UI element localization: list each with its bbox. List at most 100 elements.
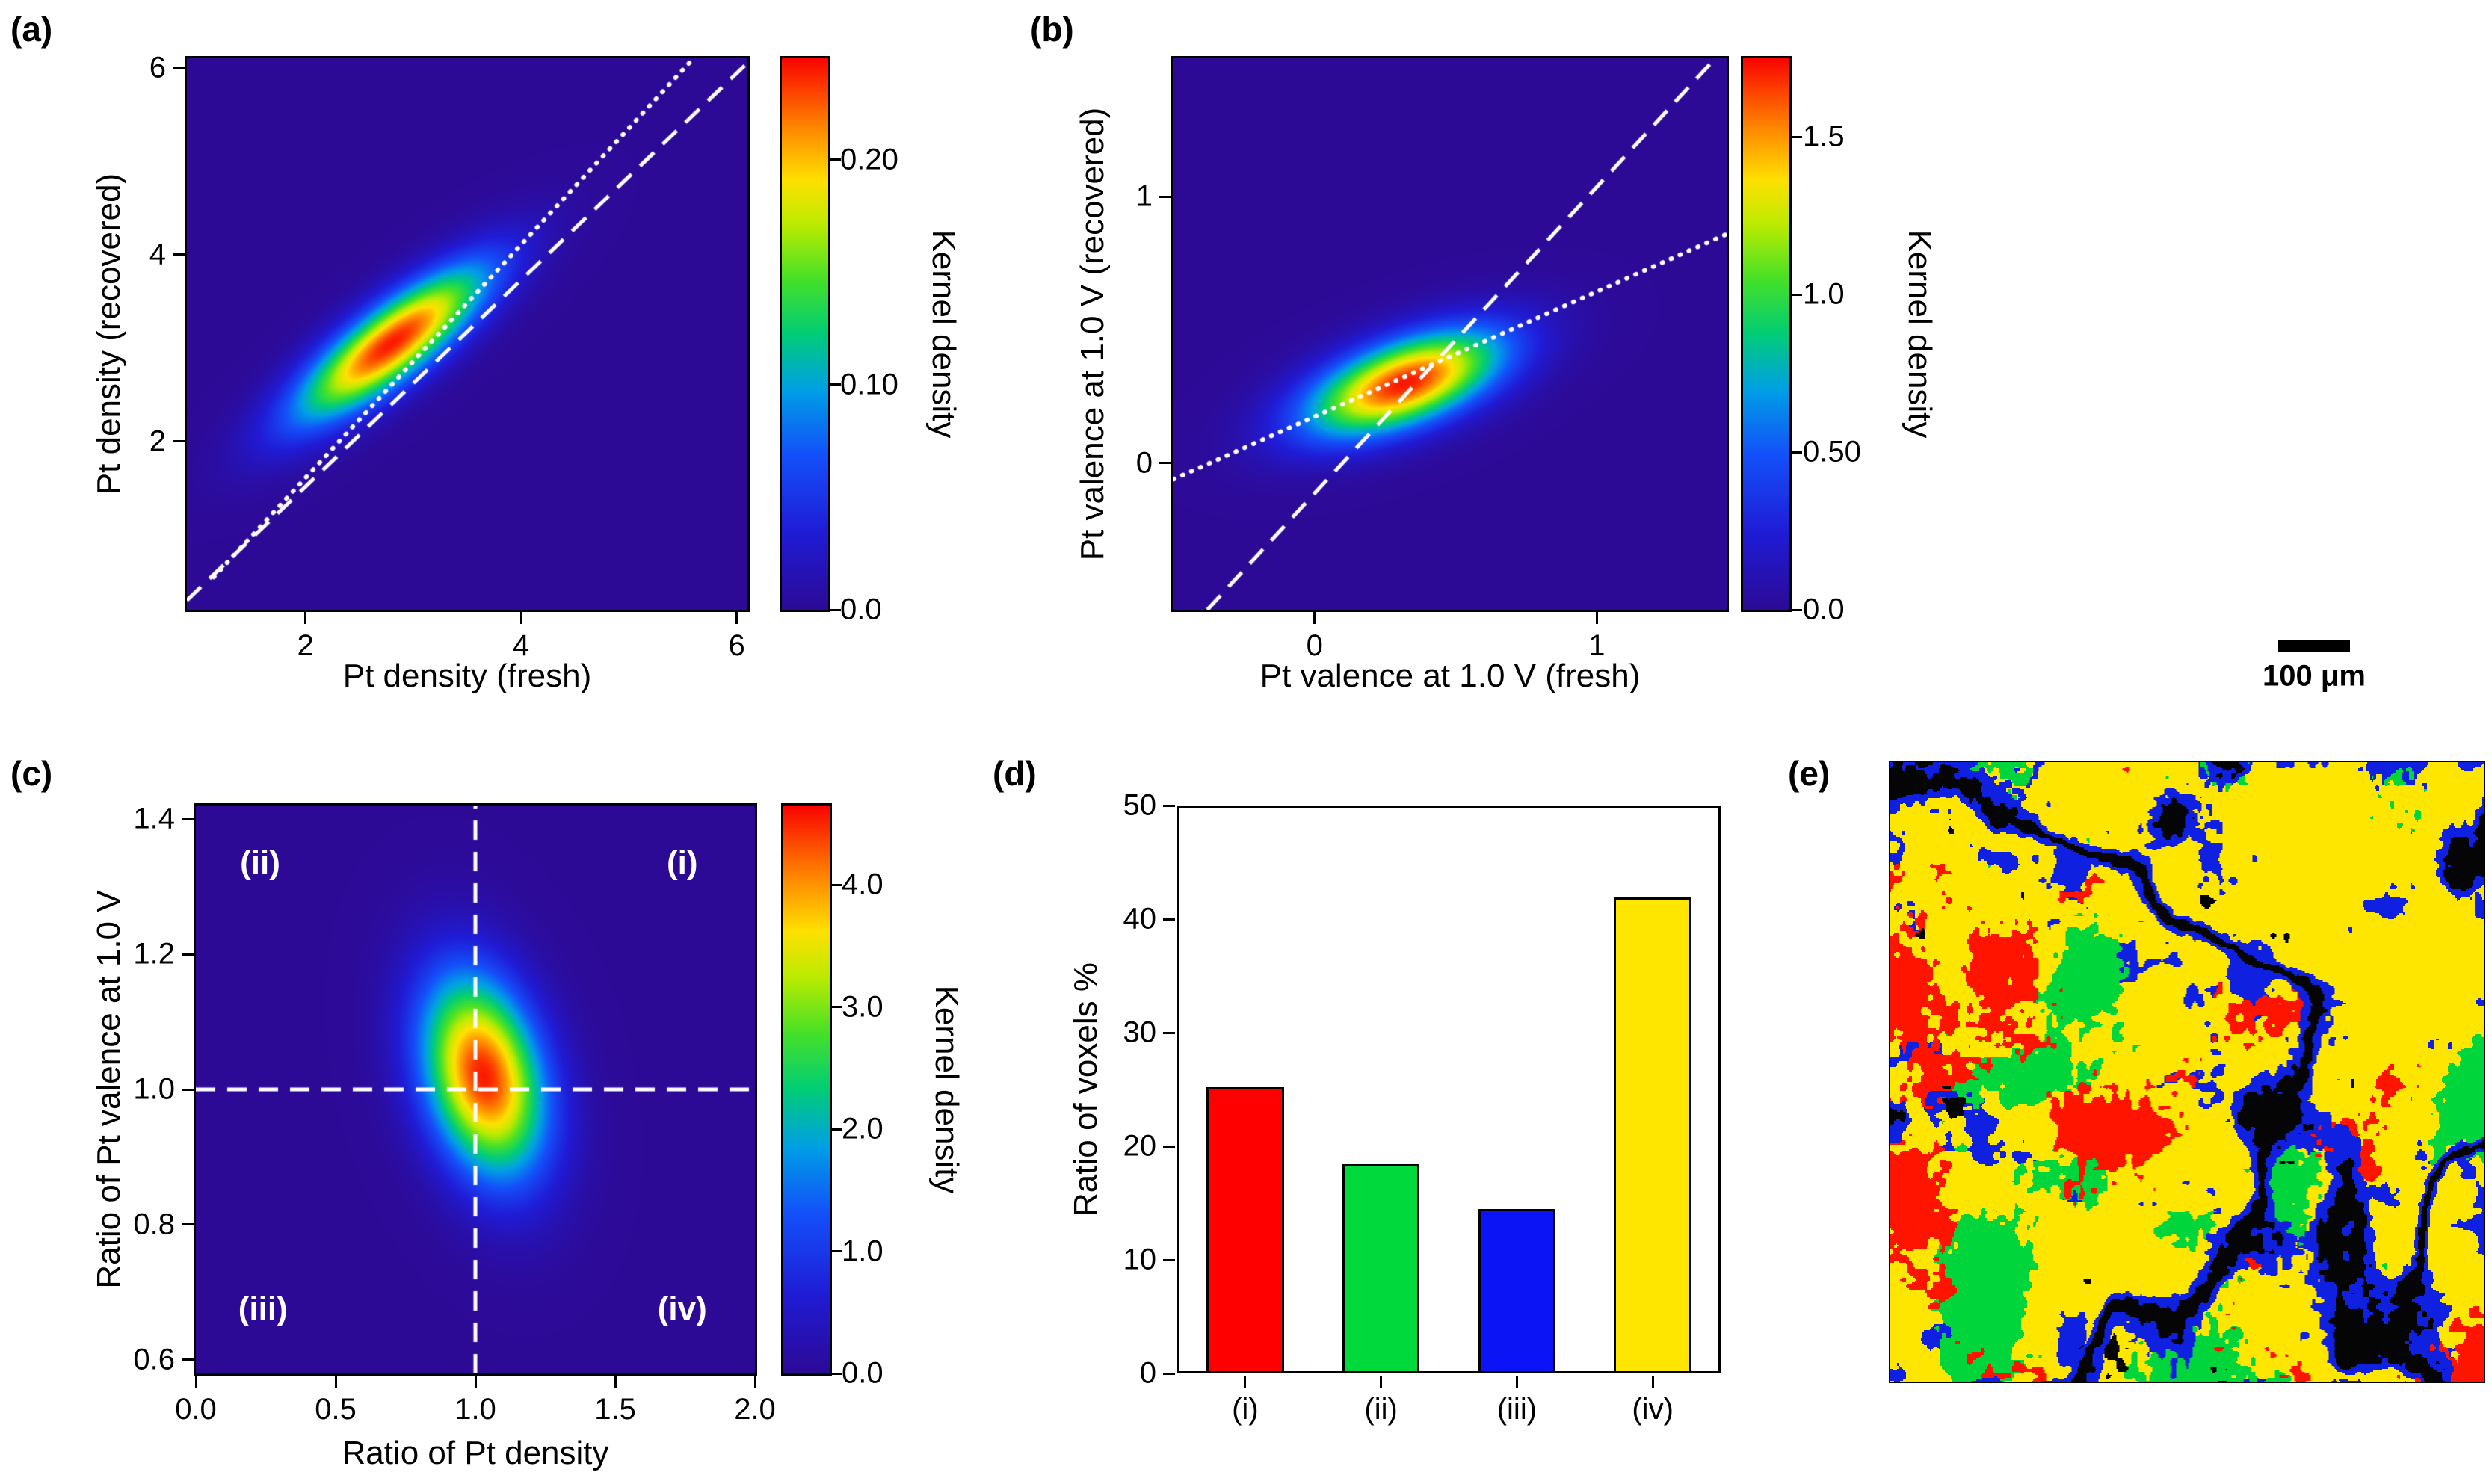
x-tick bbox=[194, 1376, 197, 1388]
scale-bar-label: 100 μm bbox=[2263, 659, 2366, 693]
y-tick-label: 0 bbox=[1135, 446, 1153, 480]
colorbar-tick-label: 0.0 bbox=[840, 593, 882, 626]
quadrant-label-iii: (iii) bbox=[238, 1290, 288, 1328]
bar-(ii) bbox=[1342, 1164, 1420, 1373]
x-tick-label: 4 bbox=[512, 629, 530, 662]
y-axis-label-d: Ratio of voxels % bbox=[1067, 962, 1104, 1216]
colorbar-tick-label: 1.0 bbox=[1803, 277, 1845, 311]
x-tick-label: (i) bbox=[1232, 1393, 1259, 1426]
colorbar-tick bbox=[830, 608, 841, 611]
y-tick-label: 1 bbox=[1135, 179, 1153, 213]
y-tick-label: 0.8 bbox=[133, 1208, 175, 1241]
colorbar-tick-label: 2.0 bbox=[842, 1112, 883, 1146]
y-tick-label: 1.2 bbox=[133, 937, 175, 971]
panel-e: (e) bbox=[1764, 747, 2492, 1484]
colorbar-label-a: Kernel density bbox=[925, 229, 962, 439]
panel-b: (b) Pt valence at 1.0 V (recovered) Pt v… bbox=[998, 0, 1996, 743]
colorbar-tick bbox=[832, 1250, 842, 1253]
x-tick bbox=[753, 1376, 756, 1388]
y-tick bbox=[1159, 195, 1171, 198]
y-tick-label: 1.4 bbox=[133, 802, 175, 835]
kde-heatmap-c bbox=[194, 803, 757, 1376]
colorbar-c bbox=[781, 803, 832, 1376]
panel-a: (a) Pt density (recovered) Pt density (f… bbox=[0, 0, 998, 743]
y-tick-label: 0 bbox=[1139, 1356, 1156, 1390]
y-tick bbox=[182, 1088, 194, 1091]
y-tick bbox=[1163, 1372, 1175, 1375]
kde-heatmap-b bbox=[1171, 56, 1729, 612]
colorbar-tick-label: 4.0 bbox=[842, 868, 883, 901]
bar-(iv) bbox=[1614, 897, 1691, 1373]
colorbar-tick-label: 0.20 bbox=[840, 143, 898, 176]
y-tick bbox=[182, 817, 194, 820]
colorbar-tick bbox=[832, 1372, 842, 1375]
colorbar-tick-label: 0.50 bbox=[1803, 435, 1861, 469]
colorbar-tick-label: 3.0 bbox=[842, 990, 883, 1024]
bar-(iii) bbox=[1478, 1208, 1556, 1373]
colorbar-tick bbox=[830, 158, 841, 161]
y-tick bbox=[1163, 1258, 1175, 1261]
x-tick-label: (iv) bbox=[1632, 1393, 1674, 1426]
y-axis-label-a: Pt density (recovered) bbox=[90, 173, 127, 495]
y-tick-label: 20 bbox=[1123, 1129, 1157, 1163]
kde-heatmap-a bbox=[185, 56, 750, 612]
y-tick-label: 2 bbox=[149, 424, 166, 458]
x-axis-label-a: Pt density (fresh) bbox=[342, 658, 592, 694]
y-tick-label: 50 bbox=[1123, 788, 1157, 822]
colorbar-tick bbox=[832, 1006, 842, 1009]
quadrant-label-iv: (iv) bbox=[657, 1290, 707, 1328]
x-tick bbox=[614, 1376, 617, 1388]
panel-label-a: (a) bbox=[10, 10, 53, 49]
quadrant-label-i: (i) bbox=[666, 844, 698, 881]
y-tick bbox=[173, 67, 185, 69]
y-tick bbox=[1163, 804, 1175, 807]
panel-c: (c) Ratio of Pt valence at 1.0 V Ratio o… bbox=[0, 747, 998, 1484]
y-tick-label: 40 bbox=[1123, 902, 1157, 936]
x-tick bbox=[1515, 1376, 1518, 1388]
colorbar-b bbox=[1741, 56, 1792, 612]
x-tick bbox=[304, 612, 307, 624]
panel-label-b: (b) bbox=[1030, 10, 1074, 49]
colorbar-label-b: Kernel density bbox=[1902, 229, 1938, 439]
colorbar-tick-label: 1.5 bbox=[1803, 120, 1845, 153]
colorbar-tick bbox=[830, 383, 841, 386]
y-tick bbox=[1163, 1031, 1175, 1034]
colorbar-tick bbox=[1792, 293, 1802, 296]
x-axis-label-c: Ratio of Pt density bbox=[342, 1435, 609, 1471]
colorbar-tick-label: 0.0 bbox=[1803, 593, 1845, 626]
y-tick-label: 30 bbox=[1123, 1015, 1157, 1049]
x-tick-label: 0.5 bbox=[315, 1393, 357, 1426]
y-tick bbox=[1163, 918, 1175, 921]
y-tick bbox=[182, 1358, 194, 1361]
x-tick-label: 1.5 bbox=[594, 1393, 636, 1426]
panel-label-d: (d) bbox=[993, 754, 1037, 793]
x-tick bbox=[735, 612, 738, 624]
quadrant-label-ii: (ii) bbox=[240, 844, 280, 881]
panel-label-e: (e) bbox=[1788, 754, 1831, 793]
y-tick bbox=[182, 953, 194, 956]
y-tick-label: 6 bbox=[149, 51, 166, 84]
y-tick-label: 0.6 bbox=[133, 1343, 175, 1376]
x-tick bbox=[334, 1376, 337, 1388]
x-tick-label: (iii) bbox=[1496, 1393, 1538, 1426]
panel-d: (d) Ratio of voxels % (i) (ii) (iii) (iv) 0 1… bbox=[987, 747, 1764, 1484]
bar-(i) bbox=[1206, 1086, 1284, 1373]
colorbar-tick-label: 0.0 bbox=[842, 1356, 883, 1390]
colorbar-label-c: Kernel density bbox=[928, 985, 965, 1194]
colorbar-tick bbox=[1792, 135, 1802, 138]
y-tick bbox=[1159, 462, 1171, 465]
colorbar-tick-label: 1.0 bbox=[842, 1234, 883, 1268]
x-tick-label: 1.0 bbox=[454, 1393, 496, 1426]
y-tick bbox=[1163, 1145, 1175, 1148]
x-tick bbox=[1380, 1376, 1383, 1388]
x-tick bbox=[1244, 1376, 1247, 1388]
x-tick-label: 0 bbox=[1306, 629, 1323, 662]
colorbar-tick-label: 0.10 bbox=[840, 368, 898, 401]
x-tick-label: 6 bbox=[728, 629, 745, 662]
y-tick bbox=[173, 440, 185, 443]
x-tick bbox=[474, 1376, 477, 1388]
bar-plot-frame bbox=[1177, 806, 1721, 1373]
y-tick-label: 1.0 bbox=[133, 1072, 175, 1106]
segmented-map-e bbox=[1889, 761, 2485, 1383]
x-tick-label: 0.0 bbox=[175, 1393, 217, 1426]
